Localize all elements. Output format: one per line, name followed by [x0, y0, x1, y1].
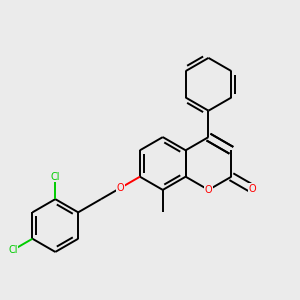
Text: O: O [205, 185, 212, 195]
Text: O: O [117, 183, 124, 193]
Text: O: O [248, 184, 256, 194]
Text: Cl: Cl [51, 172, 60, 182]
Text: Cl: Cl [8, 245, 18, 255]
